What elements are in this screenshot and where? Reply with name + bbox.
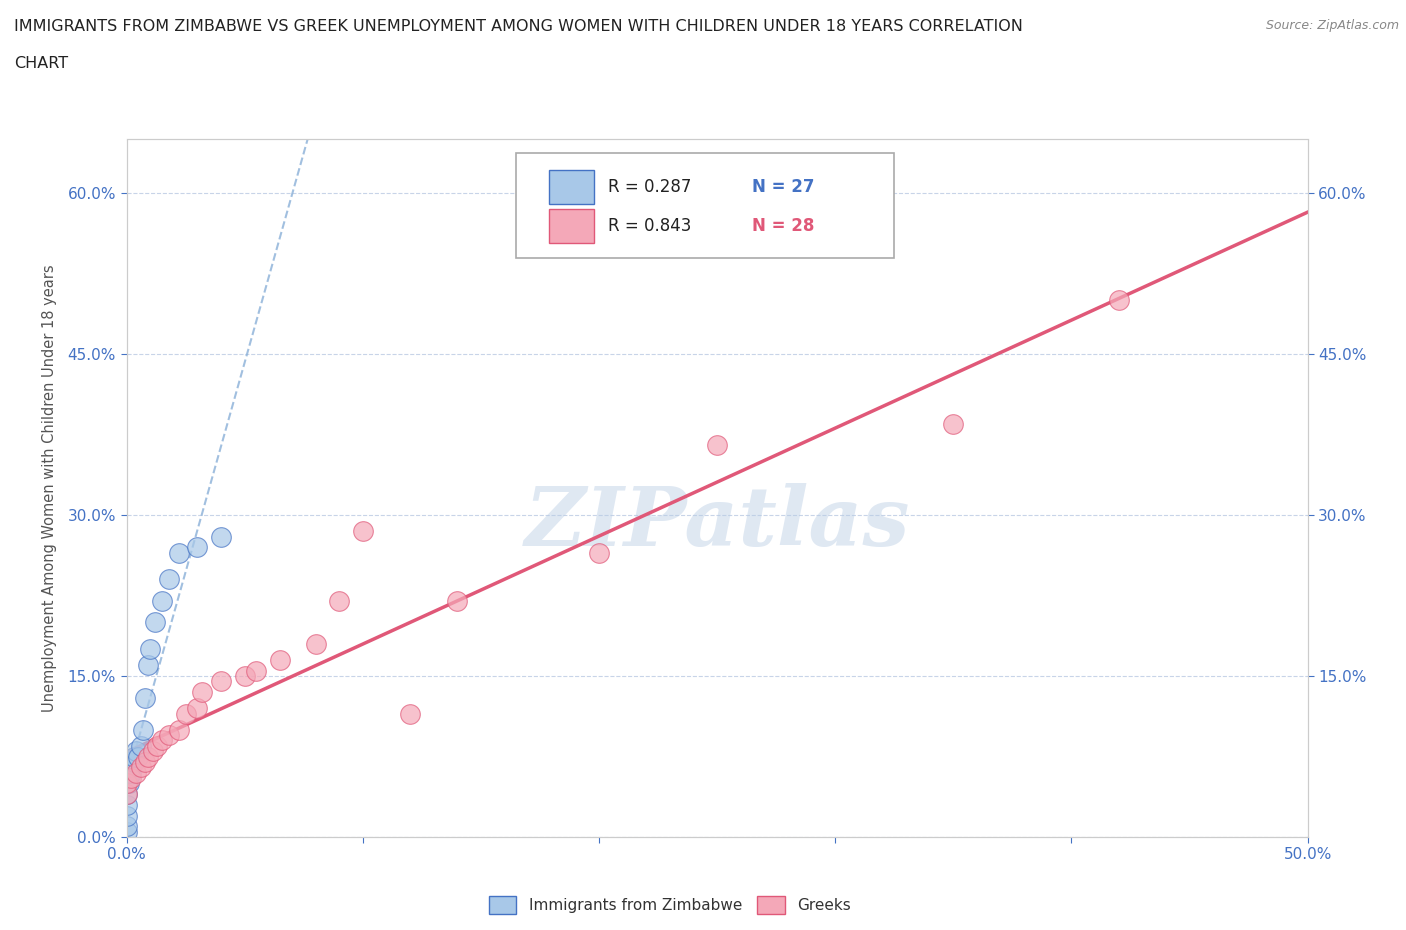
Point <box>122 754 145 769</box>
Point <box>118 765 141 780</box>
Point <box>134 690 156 705</box>
Point <box>115 818 138 833</box>
Point <box>588 545 610 560</box>
Point <box>115 787 138 802</box>
Point <box>143 615 166 630</box>
Point <box>942 417 965 432</box>
FancyBboxPatch shape <box>550 170 595 204</box>
Point <box>186 701 208 716</box>
Point <box>136 749 159 764</box>
Point <box>186 539 208 554</box>
Point <box>115 808 138 823</box>
Text: Source: ZipAtlas.com: Source: ZipAtlas.com <box>1265 19 1399 32</box>
Y-axis label: Unemployment Among Women with Children Under 18 years: Unemployment Among Women with Children U… <box>42 264 56 712</box>
FancyBboxPatch shape <box>550 209 595 243</box>
Point <box>139 642 162 657</box>
Point <box>118 776 141 790</box>
Point <box>120 771 142 786</box>
Point <box>1108 293 1130 308</box>
Text: R = 0.843: R = 0.843 <box>609 217 692 235</box>
Legend: Immigrants from Zimbabwe, Greeks: Immigrants from Zimbabwe, Greeks <box>482 890 856 920</box>
Point <box>141 744 163 759</box>
Point <box>446 593 468 608</box>
Point <box>399 706 422 721</box>
Point <box>146 738 169 753</box>
Point <box>120 765 142 780</box>
Point <box>129 738 152 753</box>
Text: IMMIGRANTS FROM ZIMBABWE VS GREEK UNEMPLOYMENT AMONG WOMEN WITH CHILDREN UNDER 1: IMMIGRANTS FROM ZIMBABWE VS GREEK UNEMPL… <box>14 19 1024 33</box>
Point <box>115 787 138 802</box>
Point <box>129 760 152 775</box>
Point <box>209 674 232 689</box>
Point <box>706 438 728 453</box>
Point <box>125 744 148 759</box>
Point <box>150 733 173 748</box>
Point <box>127 749 149 764</box>
Text: N = 27: N = 27 <box>752 178 815 196</box>
Point <box>269 653 291 668</box>
Point <box>115 797 138 812</box>
Point <box>352 524 374 538</box>
Point <box>134 754 156 769</box>
Point <box>132 723 155 737</box>
Point <box>233 669 256 684</box>
Point <box>115 765 138 780</box>
Point <box>209 529 232 544</box>
Point <box>328 593 350 608</box>
Point <box>115 824 138 839</box>
FancyBboxPatch shape <box>516 153 894 259</box>
Text: N = 28: N = 28 <box>752 217 815 235</box>
Point <box>304 636 326 651</box>
Point <box>150 593 173 608</box>
Point <box>245 663 267 678</box>
Point <box>115 776 138 790</box>
Point <box>115 754 138 769</box>
Text: ZIPatlas: ZIPatlas <box>524 483 910 564</box>
Point <box>115 776 138 790</box>
Text: CHART: CHART <box>14 56 67 71</box>
Point <box>167 723 190 737</box>
Point <box>125 765 148 780</box>
Point <box>191 684 214 699</box>
Point <box>174 706 197 721</box>
Text: R = 0.287: R = 0.287 <box>609 178 692 196</box>
Point <box>167 545 190 560</box>
Point <box>120 760 142 775</box>
Point <box>157 572 180 587</box>
Point <box>122 749 145 764</box>
Point <box>157 727 180 742</box>
Point <box>136 658 159 672</box>
